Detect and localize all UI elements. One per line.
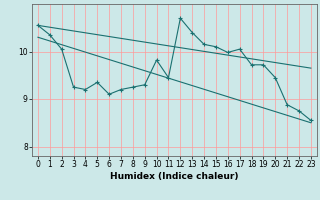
X-axis label: Humidex (Indice chaleur): Humidex (Indice chaleur) bbox=[110, 172, 239, 181]
